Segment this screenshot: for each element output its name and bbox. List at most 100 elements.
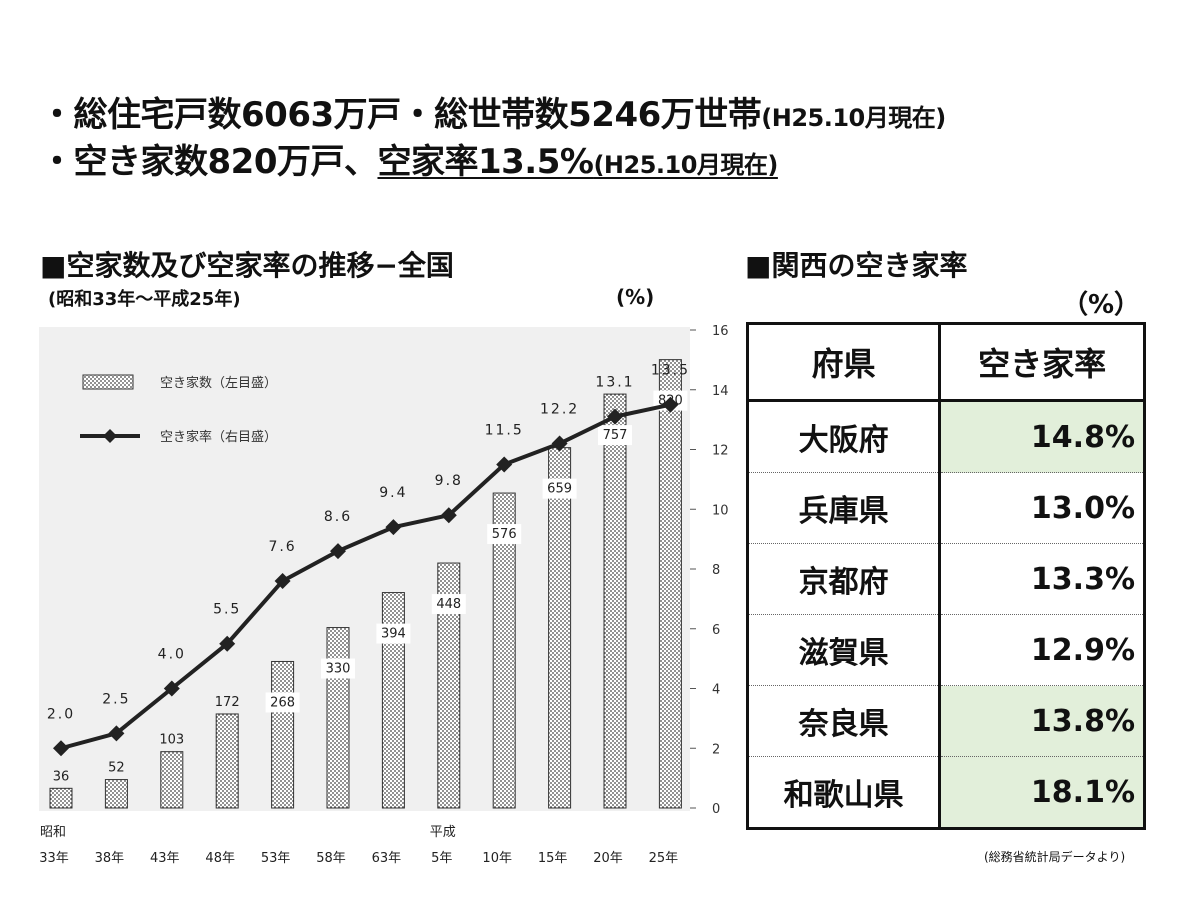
rate-cell: 12.9% xyxy=(938,614,1145,686)
bar xyxy=(603,393,627,809)
bar xyxy=(381,592,405,809)
bar-value-label: 52 xyxy=(108,761,125,776)
legend-diamond-marker xyxy=(103,429,117,443)
pref-cell: 京都府 xyxy=(747,543,940,615)
bar-value-label: 36 xyxy=(53,769,70,784)
rate-marker xyxy=(330,543,346,560)
rate-value-label: 9.8 xyxy=(435,473,463,489)
table-row: 大阪府 14.8% xyxy=(748,400,1145,473)
bar-label-bg xyxy=(376,623,411,644)
rate-value-label: 11.5 xyxy=(485,422,524,438)
x-tick-label: 25年 xyxy=(649,851,679,866)
chart-title: ■空家数及び空家率の推移−全国 xyxy=(40,249,454,282)
rate-marker xyxy=(219,635,236,652)
rate-value-label: 4.0 xyxy=(158,647,186,663)
bar xyxy=(548,447,572,809)
y2-tick-label: 16 xyxy=(712,324,729,339)
rate-value-label: 5.5 xyxy=(213,602,241,618)
rate-value-label: 8.6 xyxy=(324,509,352,525)
rate-cell: 18.1% xyxy=(938,756,1145,829)
bar-label-bg xyxy=(431,594,466,615)
rate-value-label: 9.4 xyxy=(379,485,407,501)
table-row: 滋賀県 12.9% xyxy=(747,614,1145,686)
table-row: 和歌山県 18.1% xyxy=(747,756,1145,829)
bar-value-label: 448 xyxy=(436,597,461,612)
rate-marker xyxy=(440,507,457,524)
y2-tick-label: 6 xyxy=(712,623,720,638)
line-value-labels: 2.0 2.5 4.0 5.5 7.6 8.6 9.4 9.8 11.5 12.2 13.1 13.5 xyxy=(47,363,688,723)
x-tick-label: 10年 xyxy=(482,851,512,866)
x-tick-label: 15年 xyxy=(538,851,568,866)
rate-value-label: 12.2 xyxy=(540,402,579,418)
bar xyxy=(49,787,73,809)
rate-marker xyxy=(662,396,679,413)
bar-label-bg xyxy=(487,524,522,545)
y2-tick-label: 8 xyxy=(712,563,720,578)
table-row: 兵庫県 13.0% xyxy=(747,472,1145,544)
rate-cell: 13.3% xyxy=(938,543,1145,615)
chart-subtitle: (昭和33年～平成25年) xyxy=(48,289,241,310)
x-tick-label: 38年 xyxy=(95,851,125,866)
bar xyxy=(271,660,295,809)
era-label-showa: 昭和 xyxy=(40,825,66,840)
x-tick-label: 43年 xyxy=(150,851,180,866)
bar-series xyxy=(49,359,682,809)
x-axis: 33年 38年 43年 48年 53年 58年 63年 5年 10年 15年 20年 25年 昭和 平成 xyxy=(39,825,678,866)
rate-marker xyxy=(496,456,513,473)
legend-bar-label: 空き家数（左目盛） xyxy=(160,375,277,391)
y2-tick-label: 2 xyxy=(712,742,720,757)
headline-1-note: (H25.10月現在) xyxy=(761,104,946,132)
rate-value-label: 2.0 xyxy=(47,706,75,722)
bar-value-label: 268 xyxy=(270,695,295,710)
bar-value-label: 757 xyxy=(603,428,628,443)
y2-tick-label: 12 xyxy=(712,444,729,459)
rate-cell: 13.0% xyxy=(938,472,1145,544)
y2-tick-label: 14 xyxy=(712,384,729,399)
rate-marker xyxy=(108,725,125,742)
bar-label-bg xyxy=(542,478,577,499)
rate-value-label: 7.6 xyxy=(268,539,296,555)
bar xyxy=(658,359,682,809)
source-note: (総務省統計局データより) xyxy=(984,850,1126,864)
rate-marker xyxy=(607,408,623,425)
rate-marker xyxy=(53,740,69,757)
bar-value-label: 659 xyxy=(547,482,572,497)
bar-label-bg xyxy=(265,692,300,713)
bar-value-label: 576 xyxy=(492,527,517,542)
rate-marker xyxy=(385,519,402,536)
table-header-row: 府県 空き家率 xyxy=(747,323,1145,402)
pref-cell: 兵庫県 xyxy=(747,472,940,544)
pref-cell: 大阪府 xyxy=(798,423,889,458)
bar xyxy=(326,627,350,809)
headline-2-note: (H25.10月現在) xyxy=(593,151,778,179)
headline-1-main: ・総住宅戸数6063万戸・総世帯数5246万世帯 xyxy=(40,95,762,135)
bar xyxy=(215,713,239,809)
x-tick-label: 53年 xyxy=(261,851,291,866)
bar xyxy=(160,751,184,809)
headline-2-part2: 空家率13.5% xyxy=(377,142,594,182)
bar-value-label: 103 xyxy=(159,733,184,748)
pref-cell: 滋賀県 xyxy=(747,614,940,686)
chart-legend: 空き家数（左目盛） 空き家率（右目盛） xyxy=(80,374,277,445)
chart-right-axis-unit: (%) xyxy=(616,285,655,309)
right-axis: 0 2 4 6 8 10 12 14 16 xyxy=(690,324,729,817)
rate-value-label: 13.1 xyxy=(595,375,634,391)
bar-label-bg xyxy=(321,658,355,679)
x-tick-label: 58年 xyxy=(316,851,346,866)
legend-line-label: 空き家率（右目盛） xyxy=(160,429,277,445)
rate-line xyxy=(60,402,671,751)
bar-label-bg xyxy=(598,425,632,446)
y2-tick-label: 10 xyxy=(712,503,729,518)
rate-cell: 13.8% xyxy=(938,685,1145,757)
x-tick-label: 5年 xyxy=(431,851,452,866)
rate-marker xyxy=(163,680,180,697)
plot-area xyxy=(39,327,690,811)
kansai-table-unit: （%） xyxy=(1062,290,1141,320)
headline-line-2: ・空き家数820万戸、空家率13.5%(H25.10月現在) xyxy=(40,142,778,185)
pref-cell: 奈良県 xyxy=(747,685,940,757)
vacancy-trend-chart: 0 2 4 6 8 10 12 14 16 36 52 103 172 268 330 394 448 576 6… xyxy=(39,324,729,866)
rate-marker xyxy=(551,435,568,452)
table-row: 京都府 13.3% xyxy=(747,543,1145,615)
pref-cell: 和歌山県 xyxy=(747,756,940,829)
header-rate: 空き家率 xyxy=(938,323,1145,402)
